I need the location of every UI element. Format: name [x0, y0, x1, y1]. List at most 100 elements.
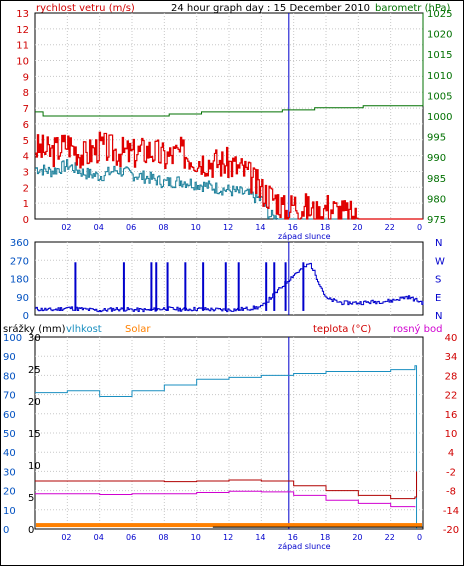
- baro-tick-label: 990: [427, 153, 446, 164]
- sunset-label-bottom: západ slunce: [278, 542, 331, 551]
- x-tick-label: 10: [191, 223, 201, 232]
- baro-tick-label: 995: [427, 133, 446, 144]
- dir-tick-label: 270: [10, 256, 29, 267]
- temp-tick-label: 28: [445, 371, 458, 382]
- wind-tick-label: 11: [16, 41, 29, 52]
- dir-compass-label: E: [435, 293, 441, 304]
- wind-tick-label: 10: [16, 57, 29, 68]
- humid-tick-label: 50: [3, 429, 16, 440]
- wind-tick-label: 5: [23, 136, 29, 147]
- wind-tick-label: 9: [23, 72, 29, 83]
- x-tick-label: 14: [255, 223, 265, 232]
- x-tick-label: 0: [417, 533, 422, 542]
- sunset-label-top: západ slunce: [278, 232, 331, 241]
- solar-axis-label: Solar: [125, 324, 151, 335]
- baro-tick-label: 1010: [427, 71, 452, 82]
- x-tick-label: 22: [385, 223, 395, 232]
- wind-tick-label: 3: [23, 167, 29, 178]
- dir-tick-label: 0: [23, 311, 29, 322]
- wind-tick-label: 0: [23, 215, 29, 226]
- dir-compass-label: N: [435, 238, 442, 249]
- baro-tick-label: 1005: [427, 91, 452, 102]
- humid-tick-label: 90: [3, 352, 16, 363]
- x-tick-label: 20: [352, 223, 362, 232]
- rain-tick-label: 25: [28, 365, 41, 376]
- rain-tick-label: 15: [28, 429, 41, 440]
- wind-tick-label: 12: [16, 25, 29, 36]
- temp-tick-label: -20: [443, 525, 459, 536]
- temperature-series-line: [35, 471, 418, 500]
- wind-tick-label: 1: [23, 199, 29, 210]
- dir-compass-label: W: [435, 256, 445, 267]
- dir-tick-label: 360: [10, 238, 29, 249]
- x-tick-label: 18: [320, 533, 330, 542]
- temp-tick-label: 40: [445, 333, 458, 344]
- x-tick-label: 06: [126, 223, 136, 232]
- dir-compass-label: S: [435, 275, 441, 286]
- humid-tick-label: 30: [3, 467, 16, 478]
- temp-tick-label: -2: [446, 467, 456, 478]
- rain-tick-label: 10: [28, 461, 41, 472]
- temp-tick-label: -14: [443, 506, 459, 517]
- x-tick-label: 02: [61, 533, 71, 542]
- wind-tick-label: 7: [23, 104, 29, 115]
- baro-tick-label: 1025: [427, 9, 452, 20]
- wind-series-line: [35, 131, 423, 220]
- humid-tick-label: 80: [3, 371, 16, 382]
- wind-axis-label: rychlost vetru (m/s): [36, 3, 135, 14]
- humid-tick-label: 0: [3, 525, 9, 536]
- x-tick-label: 0: [417, 223, 422, 232]
- x-tick-label: 22: [385, 533, 395, 542]
- x-tick-label: 04: [94, 223, 104, 232]
- solar-series-bar: [36, 523, 422, 528]
- temp-tick-label: 4: [448, 448, 454, 459]
- x-tick-label: 08: [158, 533, 168, 542]
- dewpoint-series-line: [35, 490, 416, 508]
- baro-series-line: [35, 13, 424, 117]
- temp-tick-label: 22: [445, 391, 458, 402]
- temp-axis-label: teplota (°C): [313, 324, 371, 335]
- x-tick-label: 02: [61, 223, 71, 232]
- dir-tick-label: 90: [16, 293, 29, 304]
- baro-tick-label: 980: [427, 194, 446, 205]
- baro-tick-label: 975: [427, 215, 446, 226]
- x-tick-label: 08: [158, 223, 168, 232]
- humid-tick-label: 40: [3, 448, 16, 459]
- x-tick-label: 14: [255, 533, 265, 542]
- baro-axis-label: barometr (hPa): [375, 3, 451, 14]
- humid-tick-label: 100: [3, 333, 22, 344]
- direction-series-line: [35, 262, 424, 313]
- temp-tick-label: 10: [445, 429, 458, 440]
- x-tick-label: 20: [352, 533, 362, 542]
- x-tick-label: 04: [94, 533, 104, 542]
- wind-tick-label: 2: [23, 183, 29, 194]
- x-tick-label: 12: [223, 223, 233, 232]
- chart-title: 24 hour graph day : 15 December 2010: [171, 3, 370, 14]
- rain-tick-label: 30: [28, 333, 41, 344]
- baro-tick-label: 1015: [427, 50, 452, 61]
- baro-tick-label: 985: [427, 174, 446, 185]
- dir-compass-label: N: [435, 311, 442, 322]
- wind-tick-label: 4: [23, 152, 29, 163]
- x-tick-label: 18: [320, 223, 330, 232]
- baro-tick-label: 1000: [427, 112, 452, 123]
- temp-tick-label: -8: [446, 487, 456, 498]
- humid-axis-label: vlhkost: [66, 324, 102, 335]
- humidity-series-line: [35, 365, 418, 529]
- rain-tick-label: 20: [28, 397, 41, 408]
- x-tick-label: 12: [223, 533, 233, 542]
- humid-tick-label: 70: [3, 391, 16, 402]
- baro-tick-label: 1020: [427, 30, 452, 41]
- dew-axis-label: rosný bod: [393, 323, 442, 335]
- rain-tick-label: 5: [28, 493, 34, 504]
- humid-tick-label: 60: [3, 410, 16, 421]
- wind-tick-label: 8: [23, 88, 29, 99]
- dir-tick-label: 180: [10, 275, 29, 286]
- x-tick-label: 10: [191, 533, 201, 542]
- wind-tick-label: 6: [23, 120, 29, 131]
- rain-tick-label: 0: [28, 525, 34, 536]
- humid-tick-label: 10: [3, 506, 16, 517]
- humid-tick-label: 20: [3, 487, 16, 498]
